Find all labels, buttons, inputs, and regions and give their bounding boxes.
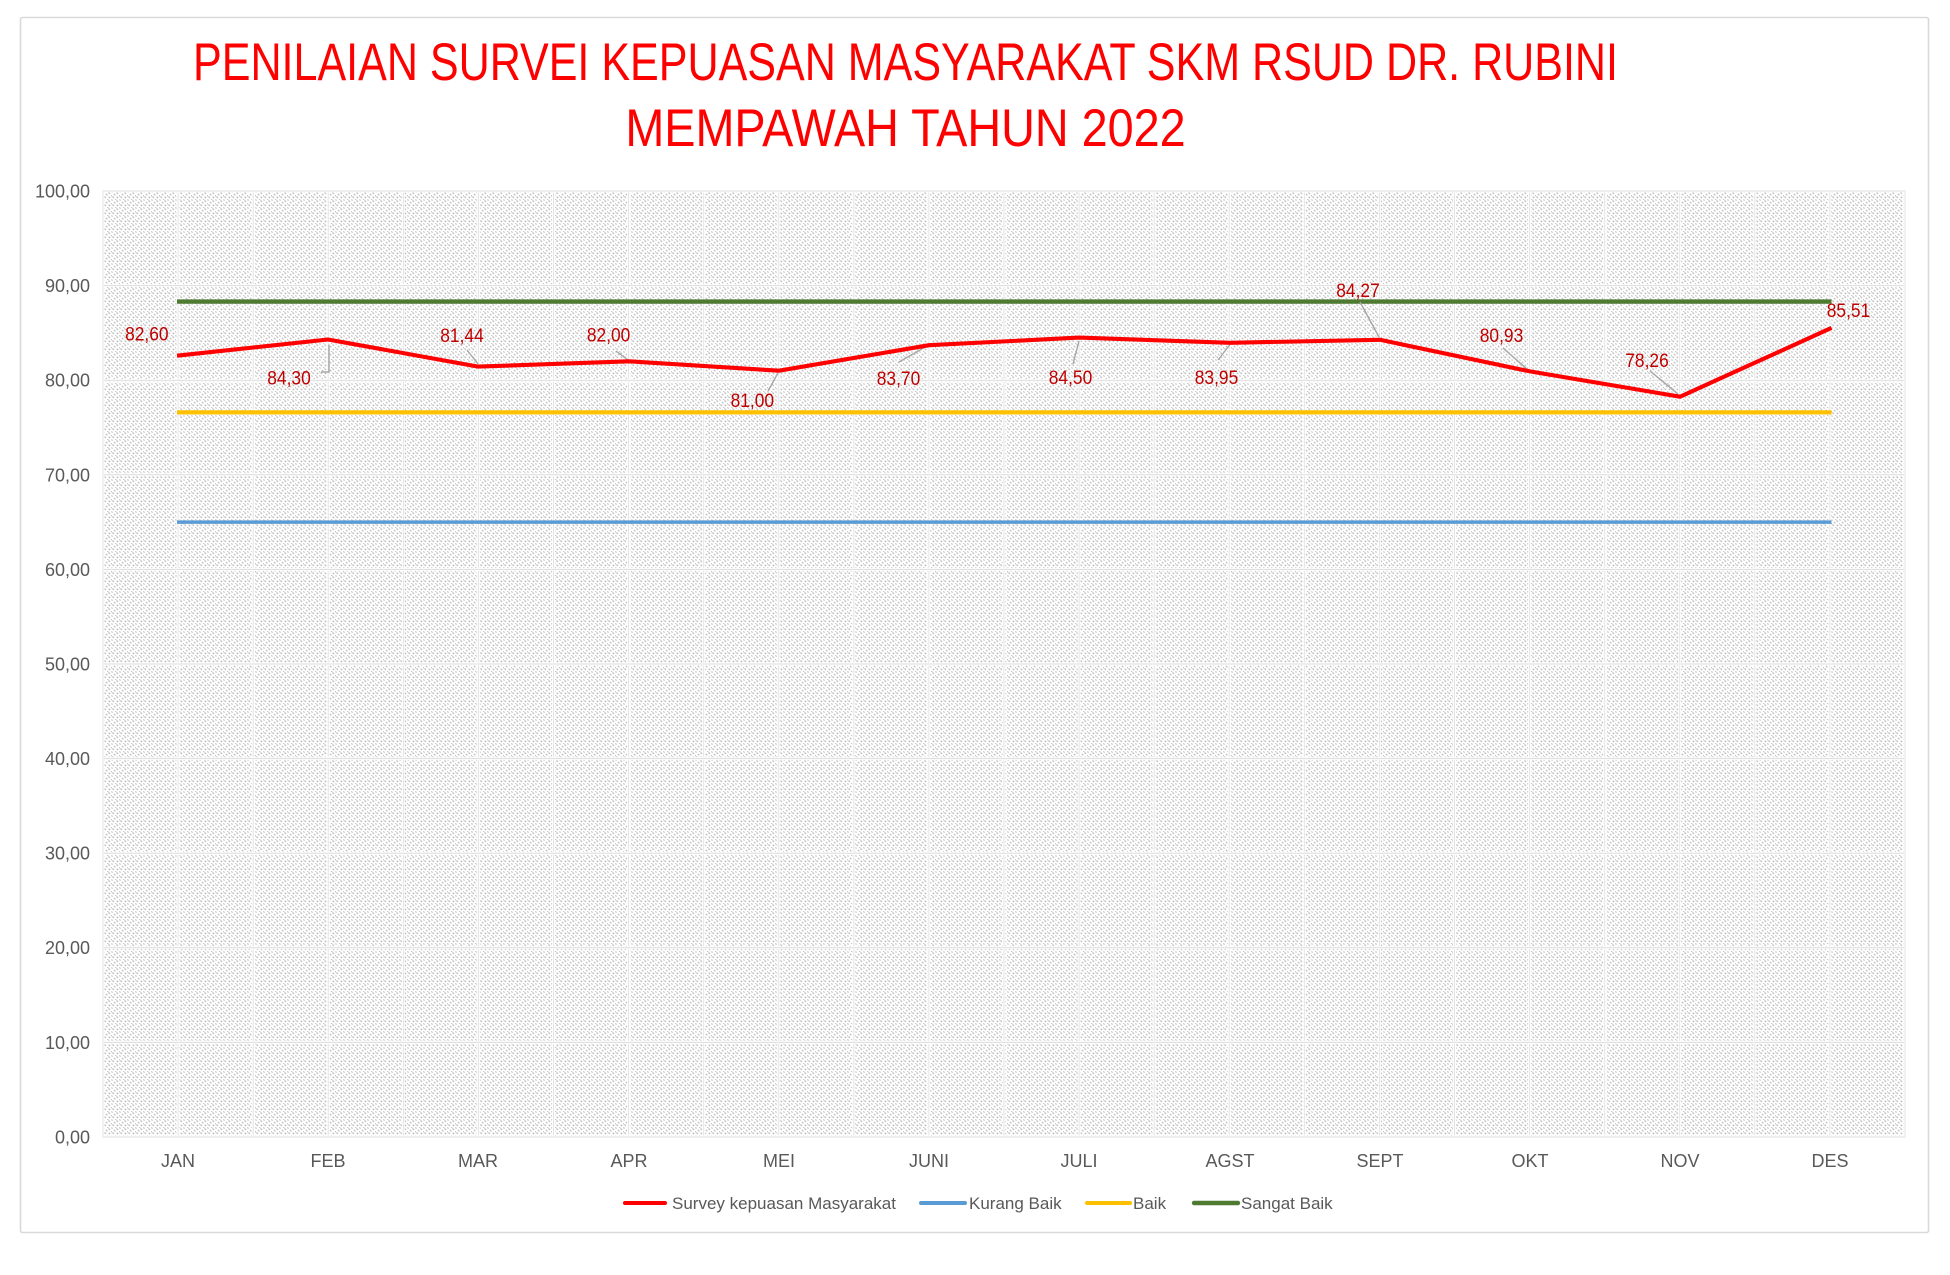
svg-text:Sangat Baik: Sangat Baik — [1241, 1194, 1333, 1213]
svg-text:80,93: 80,93 — [1480, 324, 1523, 346]
svg-text:85,51: 85,51 — [1827, 299, 1870, 321]
svg-text:OKT: OKT — [1511, 1151, 1548, 1171]
svg-text:84,50: 84,50 — [1049, 366, 1092, 388]
svg-text:SEPT: SEPT — [1356, 1151, 1403, 1171]
svg-text:MAR: MAR — [458, 1151, 498, 1171]
svg-text:Baik: Baik — [1133, 1194, 1167, 1213]
svg-text:PENILAIAN SURVEI KEPUASAN MASY: PENILAIAN SURVEI KEPUASAN MASYARAKAT SKM… — [193, 34, 1618, 92]
svg-text:Survey kepuasan Masyarakat: Survey kepuasan Masyarakat — [672, 1194, 896, 1213]
svg-text:84,27: 84,27 — [1336, 279, 1379, 301]
svg-text:83,95: 83,95 — [1195, 366, 1238, 388]
svg-text:MEI: MEI — [763, 1151, 795, 1171]
svg-text:DES: DES — [1811, 1151, 1848, 1171]
svg-text:NOV: NOV — [1660, 1151, 1699, 1171]
svg-text:JULI: JULI — [1060, 1151, 1097, 1171]
svg-text:APR: APR — [610, 1151, 647, 1171]
svg-text:MEMPAWAH TAHUN 2022: MEMPAWAH TAHUN 2022 — [625, 98, 1185, 157]
svg-text:100,00: 100,00 — [35, 182, 90, 202]
svg-text:40,00: 40,00 — [45, 749, 90, 769]
svg-text:81,00: 81,00 — [731, 389, 774, 411]
svg-text:30,00: 30,00 — [45, 844, 90, 864]
svg-text:10,00: 10,00 — [45, 1033, 90, 1053]
svg-text:78,26: 78,26 — [1625, 349, 1668, 371]
svg-text:FEB: FEB — [310, 1151, 345, 1171]
svg-text:83,70: 83,70 — [877, 367, 920, 389]
svg-text:81,44: 81,44 — [440, 324, 483, 346]
svg-text:AGST: AGST — [1205, 1151, 1254, 1171]
svg-text:50,00: 50,00 — [45, 655, 90, 675]
svg-text:JAN: JAN — [161, 1151, 195, 1171]
svg-text:60,00: 60,00 — [45, 560, 90, 580]
svg-text:Kurang Baik: Kurang Baik — [969, 1194, 1062, 1213]
svg-text:80,00: 80,00 — [45, 371, 90, 391]
svg-text:70,00: 70,00 — [45, 465, 90, 485]
svg-text:0,00: 0,00 — [55, 1127, 90, 1147]
svg-text:20,00: 20,00 — [45, 938, 90, 958]
svg-text:84,30: 84,30 — [267, 367, 310, 389]
svg-text:82,60: 82,60 — [125, 323, 168, 345]
svg-text:82,00: 82,00 — [587, 324, 630, 346]
svg-text:JUNI: JUNI — [909, 1151, 949, 1171]
svg-text:90,00: 90,00 — [45, 276, 90, 296]
